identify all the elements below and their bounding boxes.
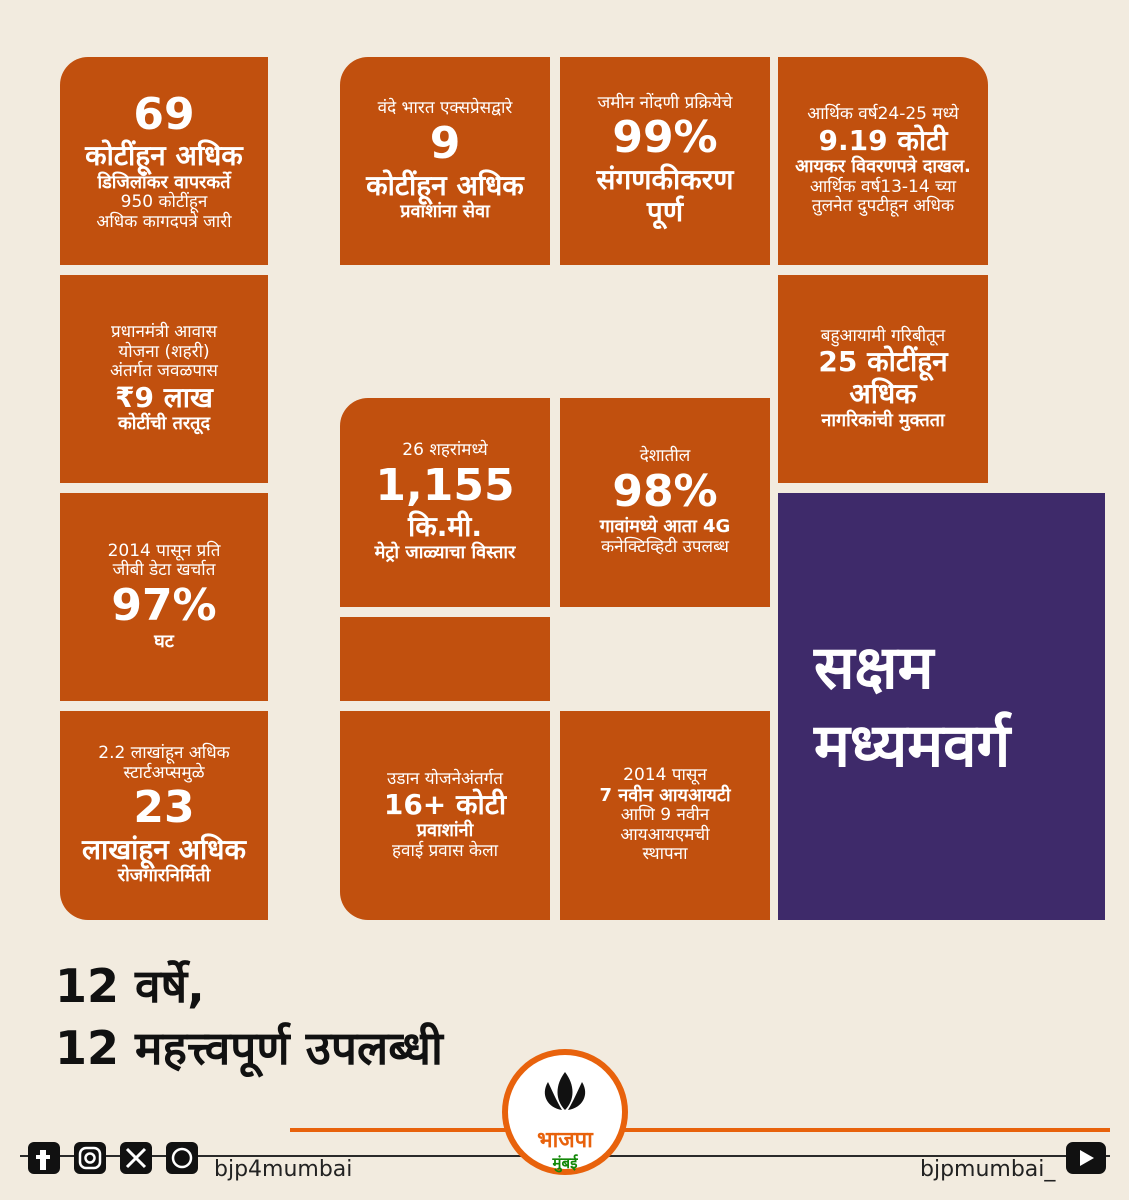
tile-line: लाखांहून अधिक <box>82 832 246 866</box>
tile-line: कि.मी. <box>407 510 483 544</box>
tile-line: जमीन नोंदणी प्रक्रियेचे <box>597 92 733 113</box>
stat-tile: प्रधानमंत्री आवास योजना (शहरी) अंतर्गत जवळ… <box>60 275 268 483</box>
tile-line: 2014 पासून <box>623 765 707 786</box>
stat-tile: 2014 पासून प्रति जीबी डेटा खर्चात 97% घट <box>60 493 268 701</box>
stat-tile: आर्थिक वर्ष24-25 मध्ये 9.19 कोटी आयकर विवर… <box>778 57 988 265</box>
stat-tile: 2014 पासून 7 नवीन आयआयटी आणि 9 नवीन आयआयएमच… <box>560 711 770 920</box>
tile-line: 1,155 <box>375 459 515 511</box>
tile-line: हवाई प्रवास केला <box>391 840 499 861</box>
tile-line: स्थापना <box>642 844 688 865</box>
tile-line: 2014 पासून प्रति <box>107 540 221 561</box>
tile-line: प्रवाशांनी <box>416 820 474 842</box>
stat-tile: देशातील 98% गावांमध्ये आता 4G कनेक्टिव्हिटी… <box>560 398 770 607</box>
tile-line: 97% <box>111 579 217 631</box>
tile-line: कनेक्टिव्हिटी उपलब्ध <box>601 537 729 558</box>
tile-line: 23 <box>133 782 195 834</box>
highlight-line: मध्यमवर्ग <box>814 710 1011 781</box>
tile-line: अंतर्गत जवळपास <box>110 361 218 382</box>
tile-line: योजना (शहरी) <box>118 341 210 362</box>
tile-line: 950 कोटींहून <box>120 192 208 213</box>
tile-line: 26 शहरांमध्ये <box>402 439 488 460</box>
tile-line: वंदे भारत एक्सप्रेसद्वारे <box>377 98 513 119</box>
tile-line: कोटींहून अधिक <box>366 168 524 202</box>
stat-tile: बहुआयामी गरिबीतून 25 कोटींहून अधिक नागरिकां… <box>778 275 988 483</box>
title-line: 12 वर्षे, <box>55 959 205 1013</box>
highlight-tile: सक्षम मध्यमवर्ग <box>778 493 1105 920</box>
logo-city: मुंबई <box>552 1154 578 1172</box>
tile-line: ₹9 लाख <box>115 380 213 414</box>
tile-line: गावांमध्ये आता 4G <box>599 516 731 538</box>
right-handle: bjpmumbai_ <box>920 1157 1056 1182</box>
tile-line: उडान योजनेअंतर्गत <box>387 768 503 789</box>
tile-line: बहुआयामी गरिबीतून <box>820 325 946 346</box>
tile-line: 69 <box>133 88 195 140</box>
logo-name: भाजपा <box>537 1128 593 1153</box>
tile-line: 25 कोटींहून <box>818 345 948 379</box>
footer-rule <box>290 1128 1110 1132</box>
title: 12 वर्षे, 12 महत्त्वपूर्ण उपलब्धी <box>55 955 443 1079</box>
empty-tile <box>340 617 550 701</box>
stat-tile: उडान योजनेअंतर्गत 16+ कोटी प्रवाशांनी हवाई … <box>340 711 550 920</box>
stat-tile: वंदे भारत एक्सप्रेसद्वारे 9 कोटींहून अधिक प… <box>340 57 550 265</box>
tile-line: 9 <box>429 118 461 170</box>
tile-line: प्रवाशांना सेवा <box>400 200 490 222</box>
tile-line: संगणकीकरण <box>596 162 734 196</box>
stat-tile: 2.2 लाखांहून अधिक स्टार्टअप्समुळे 23 लाखांह… <box>60 711 268 920</box>
tile-line: जीबी डेटा खर्चात <box>112 560 216 581</box>
tile-line: कोटींची तरतूद <box>117 413 211 435</box>
tile-line: घट <box>154 630 174 652</box>
tile-line: 7 नवीन आयआयटी <box>599 784 731 806</box>
tile-line: डिजिलॉकर वापरकर्ते <box>97 171 231 193</box>
tile-line: पूर्ण <box>646 195 684 229</box>
stat-tile: जमीन नोंदणी प्रक्रियेचे 99% संगणकीकरण पूर्ण <box>560 57 770 265</box>
tile-line: 9.19 कोटी <box>818 123 948 157</box>
tile-line: आयकर विवरणपत्रे दाखल. <box>795 155 971 177</box>
stat-tile: 69 कोटींहून अधिक डिजिलॉकर वापरकर्ते 950 कोट… <box>60 57 268 265</box>
tile-line: मेट्रो जाळ्याचा विस्तार <box>374 542 516 564</box>
stat-tile: 26 शहरांमध्ये 1,155 कि.मी. मेट्रो जाळ्याचा … <box>340 398 550 607</box>
tile-line: रोजगारनिर्मिती <box>117 865 211 887</box>
tile-line: प्रधानमंत्री आवास <box>110 322 218 343</box>
tile-line: 99% <box>612 112 718 164</box>
tile-line: तुलनेत दुपटीहून अधिक <box>811 196 955 217</box>
title-line: 12 महत्त्वपूर्ण उपलब्धी <box>55 1021 443 1076</box>
tile-line: 16+ कोटी <box>383 788 507 822</box>
tile-line: आयआयएमची <box>620 824 710 845</box>
highlight-line: सक्षम <box>814 632 934 703</box>
tile-line: 98% <box>612 465 718 517</box>
tile-line: आर्थिक वर्ष24-25 मध्ये <box>807 104 959 125</box>
tile-line: देशातील <box>639 446 691 467</box>
left-handle: bjp4mumbai <box>214 1157 353 1182</box>
tile-line: आणि 9 नवीन <box>620 805 710 826</box>
tile-line: स्टार्टअप्समुळे <box>123 762 205 783</box>
tile-line: आर्थिक वर्ष13-14 च्या <box>809 176 957 197</box>
tile-line: अधिक <box>849 377 917 411</box>
tile-line: कोटींहून अधिक <box>85 139 243 173</box>
tile-line: अधिक कागदपत्रे जारी <box>96 211 232 232</box>
tile-line: 2.2 लाखांहून अधिक <box>98 743 230 764</box>
tile-line: नागरिकांची मुक्तता <box>821 409 945 431</box>
